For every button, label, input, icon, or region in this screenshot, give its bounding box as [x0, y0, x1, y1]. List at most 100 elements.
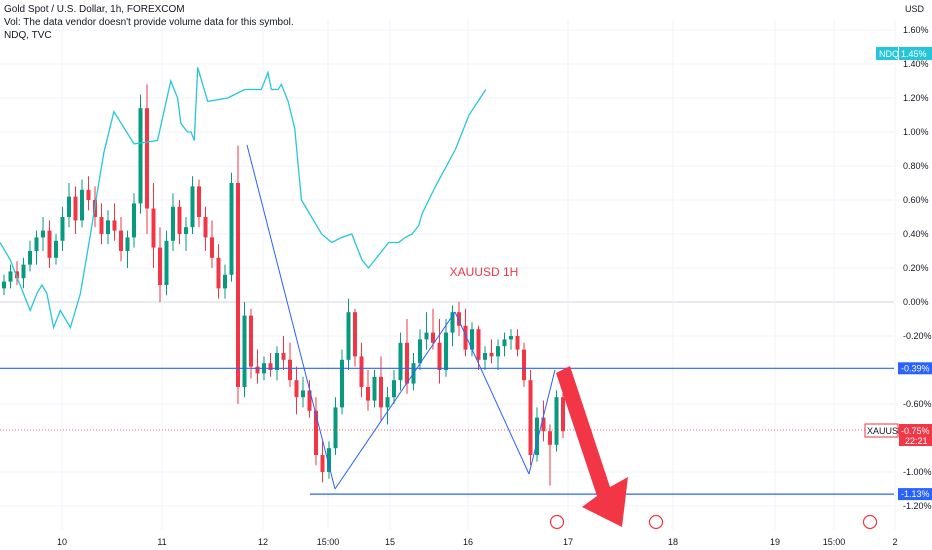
zigzag-leg — [246, 144, 336, 490]
candle — [73, 186, 78, 234]
candle — [67, 183, 71, 228]
candle-body — [509, 336, 513, 340]
zigzag-leg — [528, 369, 556, 475]
candle — [60, 206, 65, 251]
candle — [314, 397, 318, 466]
candle — [203, 206, 208, 251]
candle — [548, 424, 552, 486]
axis-unit: USD — [905, 4, 925, 14]
candle — [561, 387, 565, 438]
candle-body — [359, 356, 364, 387]
candle-body — [398, 342, 403, 381]
candle — [236, 145, 240, 404]
candle-body — [489, 353, 494, 357]
candle — [372, 370, 377, 408]
candle-body — [216, 257, 221, 289]
candle-body — [184, 227, 188, 234]
y-tick-label: 0.60% — [903, 195, 929, 205]
candle-body — [353, 312, 357, 357]
candle-body — [171, 206, 175, 241]
candle-body — [437, 342, 442, 370]
candle — [509, 329, 513, 350]
y-tick-label: -1.00% — [903, 467, 932, 477]
candle-body — [125, 237, 130, 251]
comparison-legend[interactable]: NDQ, TVC — [4, 30, 52, 41]
candle — [34, 230, 39, 265]
ndq-line — [0, 67, 487, 330]
candle — [320, 441, 325, 483]
xau-time-text: 22:21 — [905, 436, 928, 446]
candle — [145, 84, 149, 234]
candle-body — [522, 349, 526, 381]
candle — [528, 370, 533, 466]
candle — [41, 217, 45, 251]
ndq-value-badge — [899, 47, 932, 60]
candle-body — [548, 431, 552, 445]
candle-body — [528, 380, 533, 455]
axis-badges: NDQ 1.45% -0.39% -1.13% XAUUSD-0.75%22:21 — [864, 47, 932, 501]
candle-body — [314, 410, 318, 455]
candle-body — [229, 183, 234, 275]
symbol-title[interactable]: Gold Spot / U.S. Dollar, 1h, FOREXCOM — [4, 4, 185, 15]
y-tick-label: 0.40% — [903, 229, 929, 239]
candle-body — [132, 203, 136, 238]
candle — [177, 200, 182, 245]
candle-body — [327, 448, 331, 472]
candle-body — [281, 353, 286, 360]
candle — [502, 332, 507, 357]
candle-body — [541, 417, 546, 432]
candle-body — [249, 315, 253, 367]
zigzag-leg — [334, 311, 456, 490]
candle — [210, 220, 214, 268]
candle-body — [457, 312, 461, 326]
candle — [463, 308, 468, 357]
xau-value-badge — [899, 424, 932, 446]
candle-body — [418, 339, 422, 364]
xau-symbol-badge — [864, 423, 899, 438]
candle-body — [424, 332, 429, 340]
candlestick-series — [2, 84, 565, 486]
candle — [366, 370, 370, 411]
x-tick-label: 12 — [258, 537, 268, 547]
candle — [216, 244, 221, 299]
candle — [554, 390, 559, 452]
candle-body — [54, 240, 58, 258]
candle-body — [554, 397, 559, 445]
x-tick-label: 15 — [385, 537, 395, 547]
candle-body — [2, 281, 6, 289]
candle-body — [236, 183, 240, 387]
candle-body — [333, 407, 338, 449]
candle-body — [392, 380, 396, 398]
candle — [294, 366, 299, 415]
candle-body — [340, 359, 344, 408]
candle — [288, 342, 292, 387]
candle-body — [138, 108, 143, 204]
candle-body — [145, 108, 149, 209]
candle-body — [158, 247, 162, 285]
candle — [301, 376, 305, 408]
candle-body — [106, 220, 110, 234]
candle-body — [405, 342, 409, 384]
event-icon — [549, 514, 565, 530]
candle — [470, 322, 474, 357]
x-tick-label: 15:00 — [317, 537, 340, 547]
time-axis[interactable]: 10 11 12 15:00 15 16 17 18 19 15:00 2 — [57, 537, 898, 547]
candle — [47, 220, 52, 268]
candle — [28, 240, 32, 272]
candle — [119, 217, 123, 262]
candle — [112, 203, 117, 241]
candle-body — [67, 196, 71, 217]
candle — [21, 257, 26, 289]
candle — [535, 407, 539, 462]
candle-body — [86, 189, 91, 200]
event-icon — [648, 514, 664, 530]
y-tick-label: 1.40% — [903, 59, 929, 69]
price-axis[interactable]: USD 1.60% 1.40% 1.20% 1.00% 0.80% 0.60% 0.40% 0.… — [903, 4, 932, 511]
candle-body — [99, 217, 104, 234]
candle — [171, 193, 175, 251]
candle-body — [483, 353, 487, 360]
candle-body — [496, 346, 500, 357]
candle-body — [444, 332, 448, 370]
candle — [489, 339, 494, 364]
